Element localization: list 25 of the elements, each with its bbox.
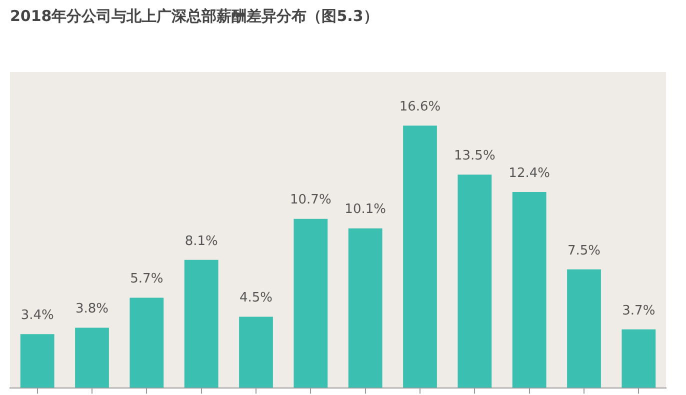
bar (294, 218, 328, 388)
bar (348, 228, 382, 388)
bar (458, 174, 492, 388)
data-label: 13.5% (454, 148, 496, 164)
data-label: 3.7% (622, 303, 656, 318)
data-label: 12.4% (508, 166, 550, 181)
data-label: 5.7% (130, 272, 164, 287)
bar (20, 334, 54, 388)
bar (567, 269, 601, 388)
data-label: 3.4% (20, 308, 54, 323)
bar (184, 260, 218, 388)
chart-title: 2018年分公司与北上广深总部薪酬差异分布（图5.3） (10, 6, 378, 25)
data-label: 4.5% (239, 290, 273, 306)
bar (239, 316, 273, 388)
bar (622, 329, 656, 388)
data-label: 16.6% (399, 100, 441, 115)
data-label: 7.5% (567, 243, 601, 258)
data-label: 10.1% (344, 202, 386, 218)
bar (75, 328, 109, 388)
data-label: 10.7% (290, 192, 332, 208)
bar (403, 126, 437, 388)
bar (512, 192, 546, 388)
data-label: 8.1% (184, 234, 218, 249)
bar (130, 298, 164, 388)
data-label: 3.8% (75, 302, 109, 317)
